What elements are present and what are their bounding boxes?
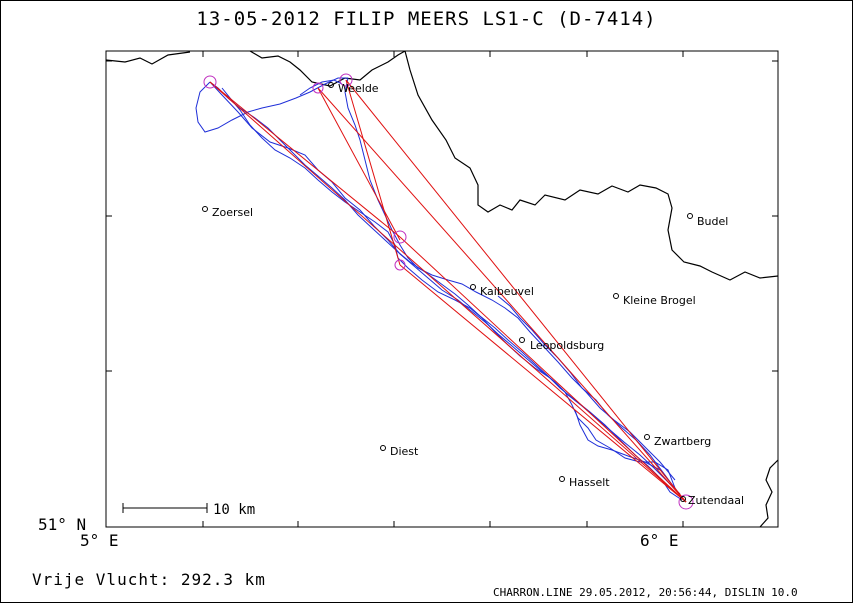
map-border: [105, 50, 779, 528]
svg-text:Hasselt: Hasselt: [569, 476, 610, 489]
scale-bar: 10 km: [122, 502, 255, 518]
axis-ticks: [105, 51, 778, 527]
city-diest: Diest: [380, 445, 419, 458]
free-flight-distance: Vrije Vlucht: 292.3 km: [32, 570, 266, 589]
svg-text:Zoersel: Zoersel: [212, 206, 253, 219]
turnpoints: [203, 73, 694, 510]
flight-track: [195, 77, 683, 501]
city-leopoldsburg: Leopoldsburg: [519, 337, 604, 352]
latitude-label: 51° N: [38, 515, 87, 534]
chart-title: 13-05-2012 FILIP MEERS LS1-C (D-7414): [196, 8, 657, 30]
city-budel: Budel: [687, 213, 728, 228]
turnpoint-marker: [312, 82, 324, 94]
city-kaibeuvel: Kaibeuvel: [470, 284, 534, 298]
turnpoint-marker: [678, 494, 694, 510]
footer-info: CHARRON.LINE 29.05.2012, 20:56:44, DISLI…: [493, 586, 798, 599]
city-zwartberg: Zwartberg: [644, 434, 711, 448]
svg-text:Weelde: Weelde: [338, 82, 379, 95]
svg-text:Diest: Diest: [390, 445, 419, 458]
turnpoint-marker: [339, 73, 353, 87]
city-hasselt: Hasselt: [559, 476, 610, 489]
longitude-west-label: 5° E: [80, 531, 119, 550]
city-weelde: Weelde: [328, 82, 379, 95]
city-zoersel: Zoersel: [202, 206, 253, 219]
turnpoint-marker: [203, 75, 217, 89]
turnpoint-marker: [393, 230, 407, 244]
svg-text:Zutendaal: Zutendaal: [688, 494, 744, 507]
svg-text:Leopoldsburg: Leopoldsburg: [530, 339, 604, 352]
task-legs: [209, 79, 687, 503]
svg-text:Kleine Brogel: Kleine Brogel: [623, 294, 696, 307]
svg-text:Zwartberg: Zwartberg: [654, 435, 711, 448]
longitude-east-label: 6° E: [640, 531, 679, 550]
country-border: [105, 50, 779, 528]
svg-text:Budel: Budel: [697, 215, 728, 228]
city-zutendaal: Zutendaal: [680, 494, 744, 507]
scale-bar-label: 10 km: [213, 502, 255, 518]
svg-text:Kaibeuvel: Kaibeuvel: [480, 285, 534, 298]
city-kleine-brogel: Kleine Brogel: [613, 293, 696, 307]
turnpoint-marker: [394, 259, 406, 271]
